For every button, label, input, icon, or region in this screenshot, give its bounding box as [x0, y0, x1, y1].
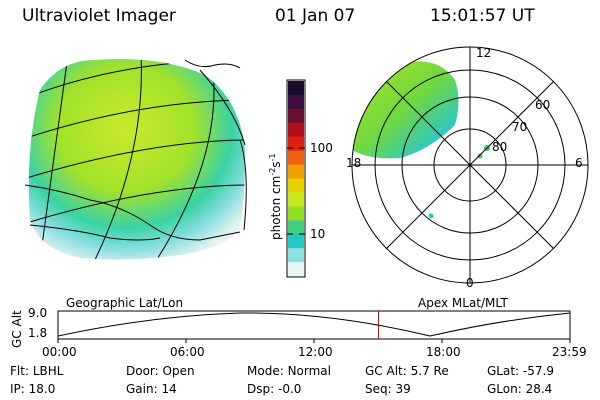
polar-lat-60: 60: [535, 98, 551, 112]
time-label: 15:01:57 UT: [430, 6, 535, 26]
info-glat: GLat: -57.9: [487, 364, 554, 378]
colorbar-swatch: [288, 206, 304, 221]
colorbar-label: photon cm-2s-1: [268, 153, 283, 240]
info-gain: Gain: 14: [126, 382, 177, 396]
polar-label-left: 18: [346, 156, 362, 170]
info-mode: Mode: Normal: [247, 364, 331, 378]
colorbar-swatch: [288, 81, 304, 96]
colorbar-swatch: [288, 122, 304, 138]
colorbar-swatch: [288, 164, 304, 179]
polar-label-bottom: 0: [466, 276, 474, 290]
altitude-ymin: 1.8: [28, 326, 48, 340]
info-glon: GLon: 28.4: [487, 382, 553, 396]
colorbar-tick-100: 100: [310, 141, 333, 155]
polar-label-right: 6: [575, 156, 583, 170]
polar-plot: [351, 46, 589, 284]
date-label: 01 Jan 07: [275, 6, 356, 26]
info-flt: Flt: LBHL: [10, 364, 64, 378]
colorbar-swatch: [288, 192, 304, 207]
x-tick-0000: 00:00: [42, 345, 77, 359]
colorbar-swatch: [288, 234, 304, 249]
polar-lat-70: 70: [512, 120, 528, 134]
x-tick-1800: 18:00: [426, 345, 461, 359]
colorbar-tick-10: 10: [310, 227, 326, 241]
colorbar-swatch: [288, 136, 304, 152]
polar-lat-80: 80: [492, 140, 508, 154]
altitude-plot: [57, 310, 571, 343]
colorbar-swatch: [288, 262, 304, 277]
colorbar-swatch: [288, 150, 304, 166]
altitude-ymax: 9.0: [28, 306, 48, 320]
altitude-right-title: Apex MLat/MLT: [418, 296, 508, 310]
info-seq: Seq: 39: [365, 382, 411, 396]
x-tick-1200: 12:00: [298, 345, 333, 359]
instrument-title: Ultraviolet Imager: [22, 6, 176, 26]
info-gcalt: GC Alt: 5.7 Re: [365, 364, 449, 378]
altitude-ylabel: GC Alt: [10, 310, 24, 348]
colorbar-swatch: [288, 94, 304, 110]
colorbar-swatch: [288, 178, 304, 193]
colorbar-swatch: [288, 248, 304, 263]
polar-label-top: 12: [476, 46, 492, 60]
colorbar-swatch: [288, 108, 304, 124]
colorbar: [286, 79, 306, 278]
geographic-image: [24, 59, 247, 260]
info-dsp: Dsp: -0.0: [247, 382, 302, 396]
colorbar-swatch: [288, 220, 304, 235]
altitude-left-title: Geographic Lat/Lon: [66, 296, 184, 310]
x-tick-0600: 06:00: [170, 345, 205, 359]
info-ip: IP: 18.0: [10, 382, 56, 396]
header-bar: Ultraviolet Imager 01 Jan 07 15:01:57 UT: [0, 6, 600, 30]
info-door: Door: Open: [126, 364, 195, 378]
x-tick-2359: 23:59: [552, 345, 587, 359]
